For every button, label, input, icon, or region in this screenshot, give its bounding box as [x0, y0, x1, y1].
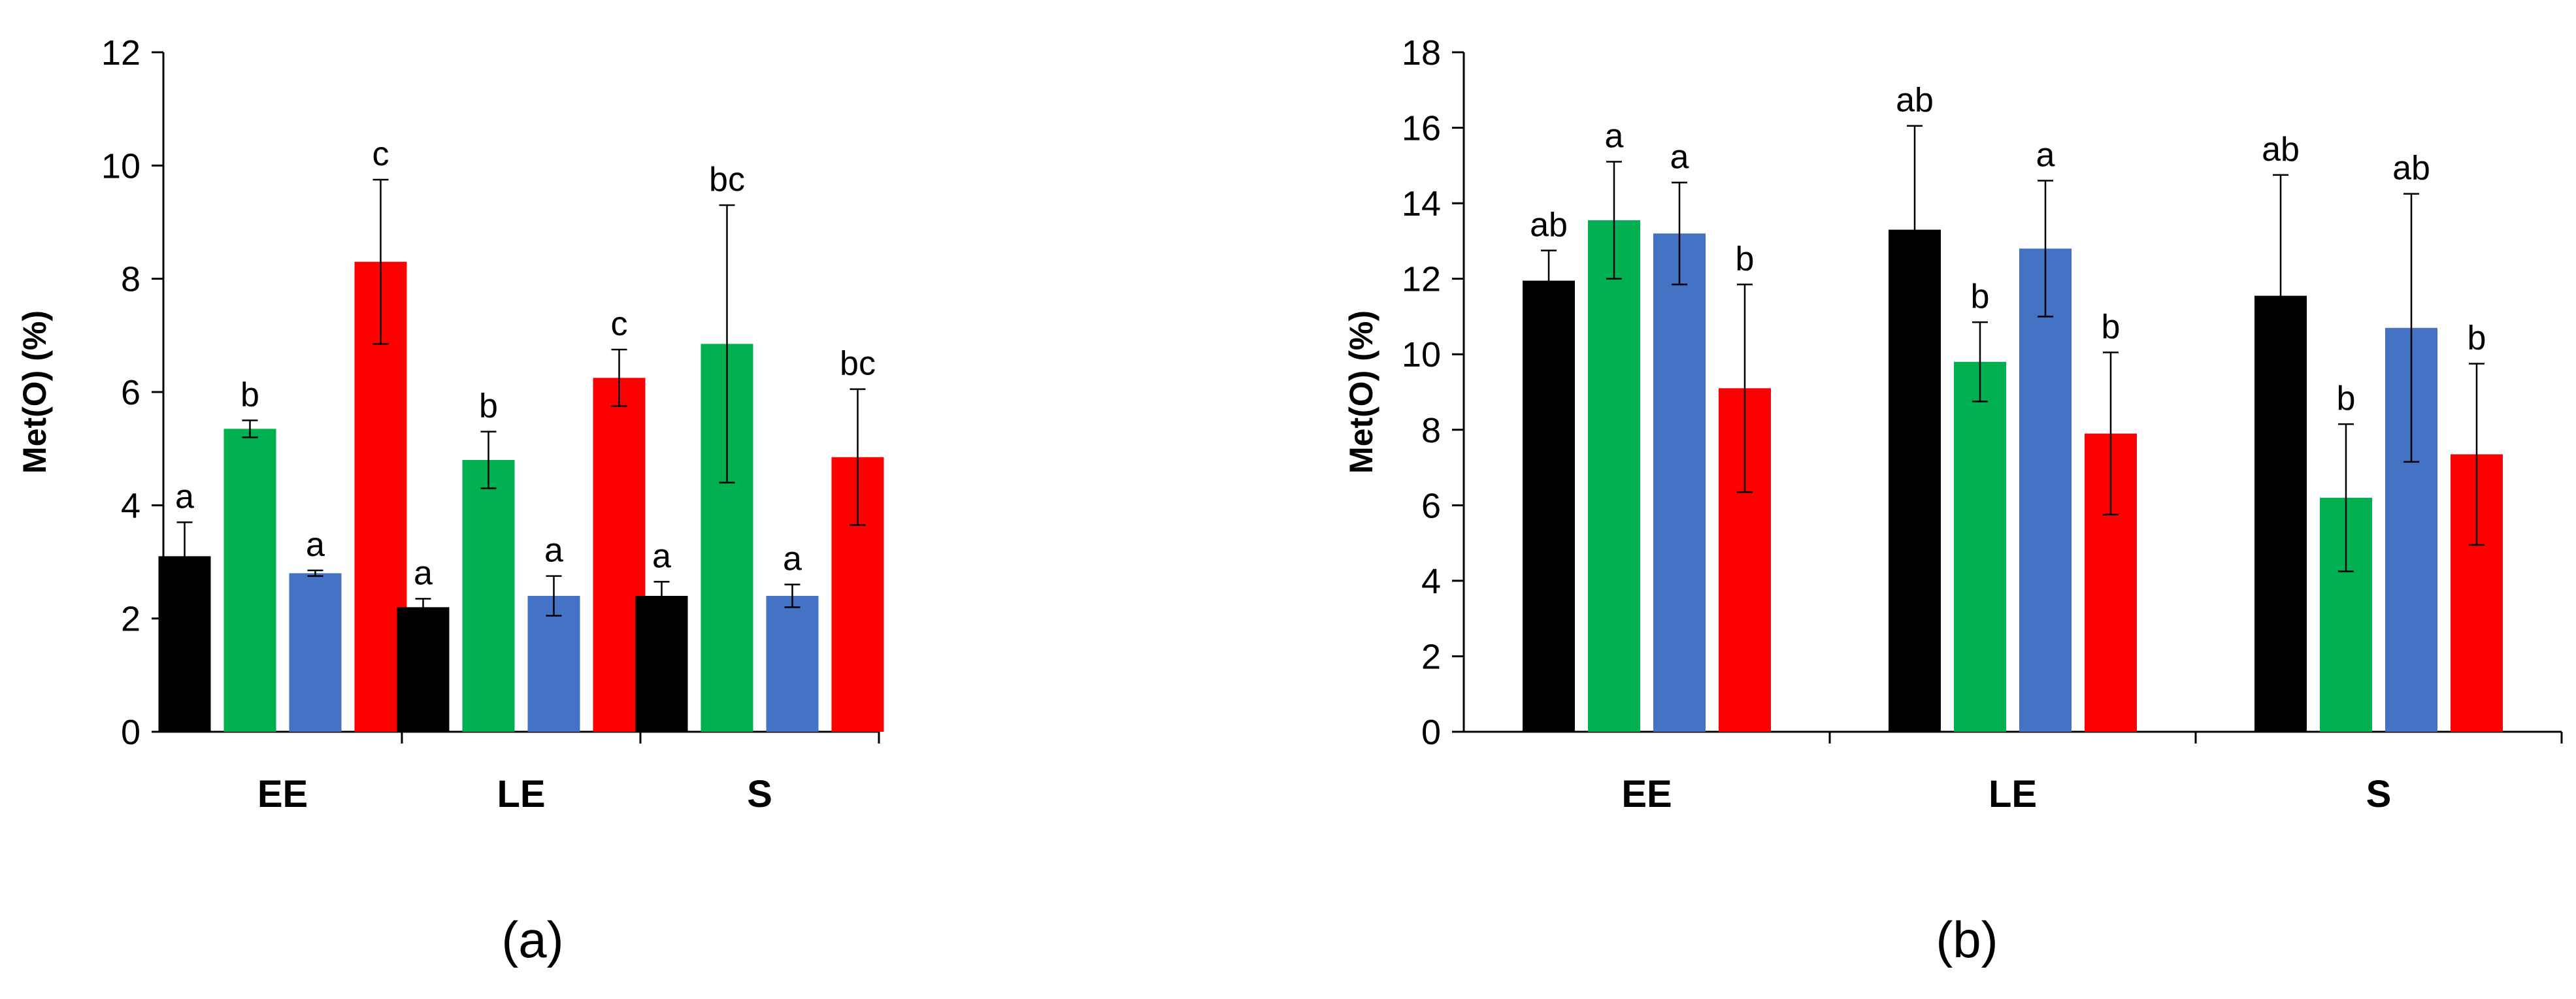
significance-label: b	[240, 376, 259, 414]
y-tick-label: 18	[1402, 33, 1441, 73]
significance-label: b	[1971, 278, 1990, 316]
y-tick-label: 2	[121, 600, 140, 639]
y-tick-label: 14	[1402, 184, 1441, 223]
y-tick-label: 10	[101, 146, 140, 186]
significance-label: ab	[2392, 150, 2430, 188]
chart-panel-0: 0 2 4 6 8 10 12 Met(O) (%) EE a b a c LE a b a c Sa bc a bc (a…	[16, 33, 884, 968]
significance-label: a	[414, 554, 433, 592]
bar-series-2-EE	[1588, 220, 1640, 732]
bar-series-1-EE	[1523, 280, 1575, 732]
significance-label: ab	[2262, 131, 2300, 169]
bar-series-3-EE	[289, 573, 342, 732]
x-tick-label: LE	[497, 773, 545, 815]
significance-label: a	[306, 526, 325, 564]
x-tick-label: S	[747, 773, 772, 815]
y-tick-label: 12	[101, 33, 140, 73]
significance-label: a	[2036, 136, 2055, 174]
significance-label: a	[544, 532, 563, 570]
significance-label: b	[2337, 380, 2356, 418]
x-tick-label: EE	[257, 773, 308, 815]
significance-label: a	[175, 478, 194, 516]
panel-label: (a)	[501, 911, 563, 968]
bar-series-2-EE	[223, 429, 276, 732]
bar-series-3-EE	[1653, 233, 1706, 732]
panel-label: (b)	[1936, 911, 1998, 968]
x-tick-label: EE	[1621, 773, 1672, 815]
significance-label: b	[2102, 308, 2121, 346]
y-axis-label: Met(O) (%)	[1343, 310, 1379, 474]
significance-label: a	[1605, 118, 1624, 156]
y-tick-label: 8	[121, 260, 140, 299]
y-tick-label: 0	[1421, 713, 1441, 752]
bar-series-3-LE	[527, 596, 580, 732]
significance-label: b	[1736, 240, 1755, 278]
y-tick-label: 6	[1421, 486, 1441, 525]
significance-label: bc	[840, 345, 876, 383]
y-tick-label: 4	[1421, 562, 1441, 601]
y-tick-label: 0	[121, 713, 140, 752]
bar-series-2-LE	[1954, 361, 2006, 732]
significance-label: ab	[1530, 206, 1568, 244]
significance-label: b	[2468, 319, 2486, 357]
bar-series-3-S	[766, 596, 819, 732]
significance-label: bc	[709, 161, 745, 199]
bar-series-3-LE	[2019, 248, 2072, 732]
y-tick-label: 4	[121, 486, 140, 525]
significance-label: a	[652, 537, 671, 575]
bar-series-2-LE	[462, 460, 515, 732]
significance-label: a	[1670, 138, 1689, 176]
y-axis-label: Met(O) (%)	[16, 310, 53, 474]
x-tick-label: LE	[1989, 773, 2037, 815]
y-tick-label: 6	[121, 373, 140, 412]
significance-label: ab	[1896, 82, 1934, 120]
significance-label: c	[611, 305, 628, 343]
x-tick-label: S	[2366, 773, 2392, 815]
y-tick-label: 16	[1402, 109, 1441, 148]
y-tick-label: 12	[1402, 260, 1441, 299]
significance-label: b	[479, 387, 498, 425]
y-tick-label: 2	[1421, 637, 1441, 676]
significance-label: c	[372, 135, 389, 173]
y-tick-label: 8	[1421, 411, 1441, 450]
bar-series-1-S	[635, 596, 688, 732]
bar-series-1-LE	[397, 607, 450, 732]
significance-label: a	[783, 540, 802, 578]
y-tick-label: 10	[1402, 335, 1441, 374]
